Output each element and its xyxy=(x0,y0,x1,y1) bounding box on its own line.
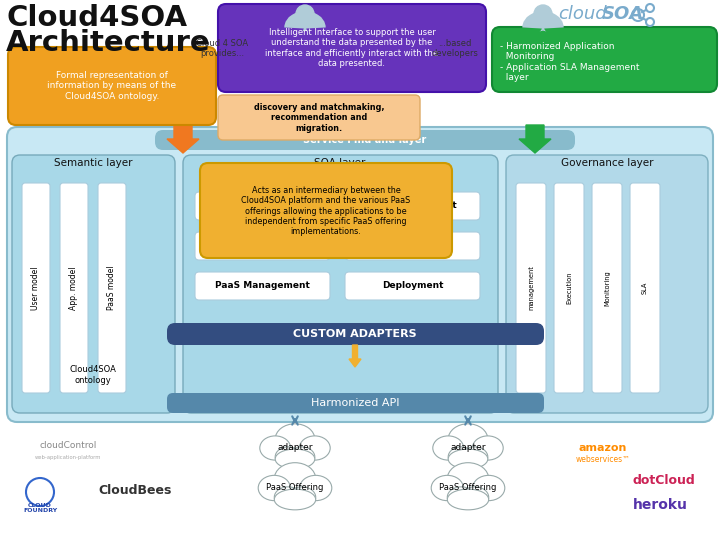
Text: ...based
developers: ...based developers xyxy=(431,39,478,58)
Text: adapter: adapter xyxy=(277,443,312,453)
FancyBboxPatch shape xyxy=(167,323,544,345)
Ellipse shape xyxy=(447,489,489,510)
Ellipse shape xyxy=(275,447,302,467)
FancyBboxPatch shape xyxy=(345,272,480,300)
Ellipse shape xyxy=(300,436,330,460)
Text: Service Find and layer: Service Find and layer xyxy=(303,135,427,145)
FancyBboxPatch shape xyxy=(22,183,50,393)
Text: heroku: heroku xyxy=(633,498,688,512)
Text: App. model: App. model xyxy=(70,266,78,310)
Ellipse shape xyxy=(274,463,315,495)
FancyBboxPatch shape xyxy=(506,155,708,413)
Text: Harmonized API: Harmonized API xyxy=(311,398,400,408)
FancyArrow shape xyxy=(349,345,361,367)
Text: CUSTOM ADAPTERS: CUSTOM ADAPTERS xyxy=(293,329,417,339)
Ellipse shape xyxy=(274,489,315,510)
FancyBboxPatch shape xyxy=(345,192,480,220)
Text: management: management xyxy=(528,266,534,310)
Ellipse shape xyxy=(472,436,503,460)
Ellipse shape xyxy=(260,436,291,460)
Text: - Harmonized Application
  Monitoring
- Application SLA Management
  layer: - Harmonized Application Monitoring - Ap… xyxy=(500,42,639,82)
Text: App. Migration: App. Migration xyxy=(374,241,450,251)
FancyBboxPatch shape xyxy=(183,155,498,413)
Text: PaaS model: PaaS model xyxy=(107,266,117,310)
FancyBboxPatch shape xyxy=(630,183,660,393)
FancyBboxPatch shape xyxy=(167,393,544,413)
Ellipse shape xyxy=(258,475,290,501)
Ellipse shape xyxy=(275,449,315,469)
Ellipse shape xyxy=(448,447,474,467)
Ellipse shape xyxy=(433,436,464,460)
Ellipse shape xyxy=(274,487,302,508)
Text: App. Deployment: App. Deployment xyxy=(369,201,456,211)
Text: dotCloud: dotCloud xyxy=(633,474,696,487)
FancyBboxPatch shape xyxy=(195,272,330,300)
Ellipse shape xyxy=(431,475,464,501)
Text: Deployment: Deployment xyxy=(382,281,444,291)
Circle shape xyxy=(296,5,314,23)
Text: SOA layer: SOA layer xyxy=(315,158,366,168)
Ellipse shape xyxy=(275,424,315,455)
FancyBboxPatch shape xyxy=(516,183,546,393)
Text: PaaS Offering: PaaS Offering xyxy=(439,483,497,492)
FancyArrow shape xyxy=(167,125,199,153)
FancyBboxPatch shape xyxy=(155,130,575,150)
Ellipse shape xyxy=(300,475,332,501)
Circle shape xyxy=(534,5,552,23)
Text: Monitoring: Monitoring xyxy=(604,270,610,306)
Text: cloud: cloud xyxy=(558,5,607,23)
Text: Execution: Execution xyxy=(566,272,572,304)
Text: Cloud4SOA: Cloud4SOA xyxy=(6,4,187,32)
Text: PaaS Discovery: PaaS Discovery xyxy=(223,241,302,251)
Text: CLOUD
FOUNDRY: CLOUD FOUNDRY xyxy=(23,503,57,514)
FancyBboxPatch shape xyxy=(200,163,452,258)
Text: cloudControl: cloudControl xyxy=(40,441,96,449)
Text: Cloud 4 SOA
provides...: Cloud 4 SOA provides... xyxy=(196,39,248,58)
FancyBboxPatch shape xyxy=(60,183,88,393)
Text: Semantic layer: Semantic layer xyxy=(54,158,132,168)
FancyBboxPatch shape xyxy=(12,155,175,413)
Text: webservices™: webservices™ xyxy=(575,456,631,464)
FancyBboxPatch shape xyxy=(8,47,216,125)
FancyBboxPatch shape xyxy=(345,232,480,260)
FancyBboxPatch shape xyxy=(592,183,622,393)
FancyBboxPatch shape xyxy=(554,183,584,393)
FancyBboxPatch shape xyxy=(195,192,330,220)
Text: PaaS Offering: PaaS Offering xyxy=(266,483,324,492)
Ellipse shape xyxy=(472,475,505,501)
Text: Cloud4SOA
ontology: Cloud4SOA ontology xyxy=(70,365,117,384)
Text: Governance layer: Governance layer xyxy=(561,158,653,168)
Text: adapter: adapter xyxy=(450,443,486,453)
Ellipse shape xyxy=(461,487,489,508)
Text: discovery and matchmaking,
recommendation and
migration.: discovery and matchmaking, recommendatio… xyxy=(253,103,384,133)
FancyBboxPatch shape xyxy=(218,4,486,92)
Ellipse shape xyxy=(289,447,315,467)
Text: Architecture: Architecture xyxy=(6,29,211,57)
Text: Acts as an intermediary between the
Cloud4SOA platform and the various PaaS
offe: Acts as an intermediary between the Clou… xyxy=(241,186,410,237)
Ellipse shape xyxy=(447,463,489,495)
FancyBboxPatch shape xyxy=(7,127,713,422)
Ellipse shape xyxy=(447,487,475,508)
Ellipse shape xyxy=(288,487,315,508)
FancyBboxPatch shape xyxy=(218,95,420,140)
Text: SLA: SLA xyxy=(642,282,648,294)
Text: SOA: SOA xyxy=(602,5,644,23)
Text: Intelligent Interface to support the user
understand the data presented by the
i: Intelligent Interface to support the use… xyxy=(266,28,438,68)
Text: web-application-platform: web-application-platform xyxy=(35,455,102,460)
Text: CloudBees: CloudBees xyxy=(99,483,171,496)
Ellipse shape xyxy=(448,424,488,455)
Text: Profile management: Profile management xyxy=(211,201,315,211)
FancyArrow shape xyxy=(519,125,551,153)
Text: amazon: amazon xyxy=(579,443,627,453)
Ellipse shape xyxy=(462,447,488,467)
Text: PaaS Management: PaaS Management xyxy=(215,281,310,291)
FancyBboxPatch shape xyxy=(492,27,717,92)
FancyBboxPatch shape xyxy=(98,183,126,393)
Text: User model: User model xyxy=(32,266,40,310)
Text: Formal representation of
information by means of the
Cloud4SOA ontology.: Formal representation of information by … xyxy=(48,71,176,101)
FancyBboxPatch shape xyxy=(195,232,330,260)
Ellipse shape xyxy=(448,449,488,469)
